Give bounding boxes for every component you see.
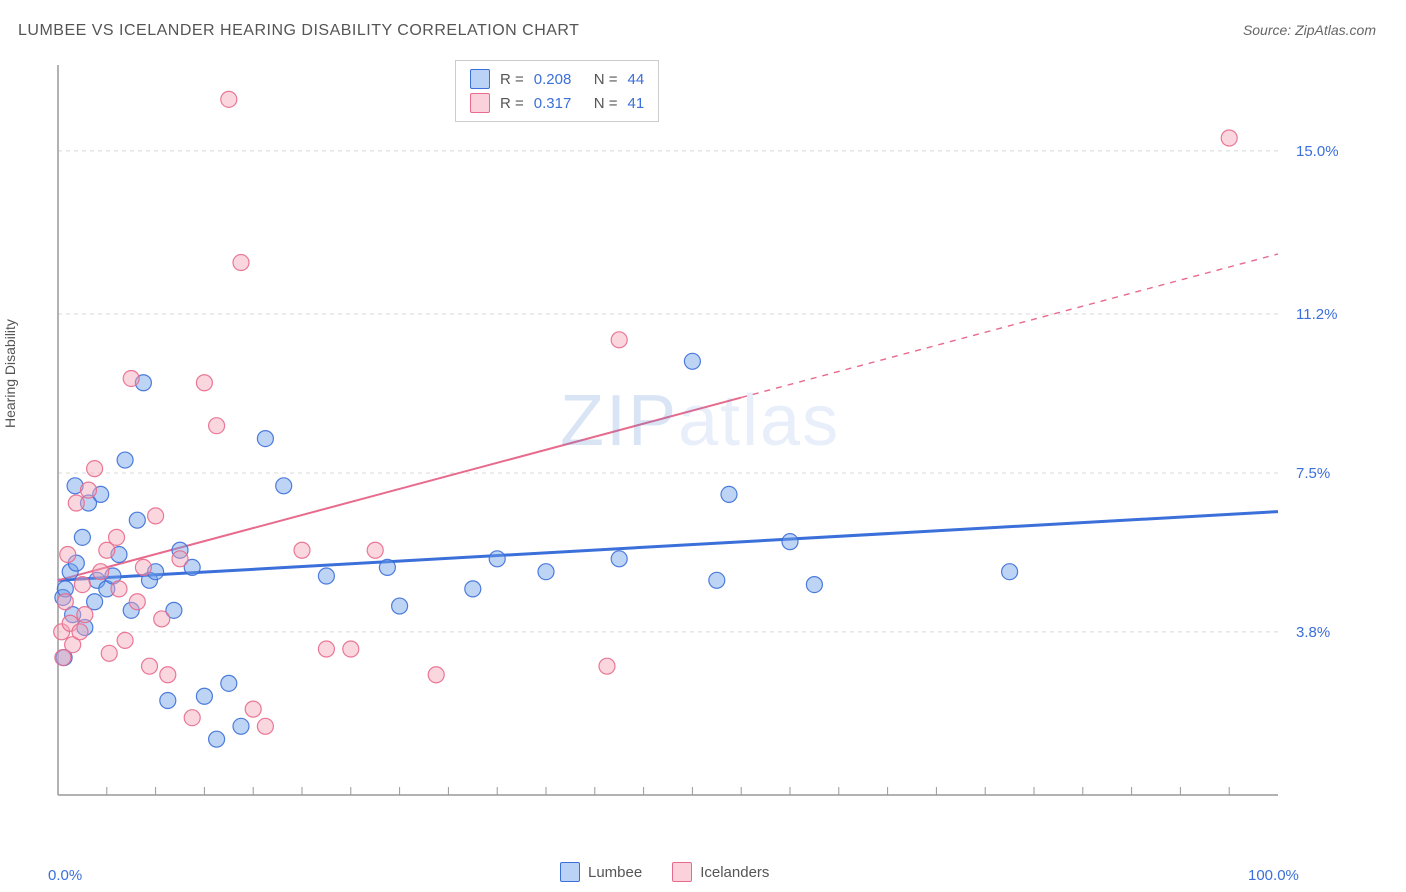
source-attribution: Source: ZipAtlas.com <box>1243 22 1376 38</box>
y-axis-label: Hearing Disability <box>2 319 18 428</box>
svg-text:11.2%: 11.2% <box>1296 306 1337 323</box>
legend-row: R =0.208N =44 <box>470 67 644 91</box>
x-axis-max-label: 100.0% <box>1248 867 1299 884</box>
legend-item: Lumbee <box>560 862 642 882</box>
legend-swatch <box>470 69 490 89</box>
legend-correlation: R =0.208N =44R =0.317N =41 <box>455 60 659 122</box>
x-axis-min-label: 0.0% <box>48 867 82 884</box>
svg-text:15.0%: 15.0% <box>1296 143 1339 160</box>
chart-title: LUMBEE VS ICELANDER HEARING DISABILITY C… <box>18 22 579 40</box>
legend-swatch <box>470 93 490 113</box>
legend-item: Icelanders <box>672 862 769 882</box>
legend-row: R =0.317N =41 <box>470 91 644 115</box>
legend-swatch <box>672 862 692 882</box>
svg-text:3.8%: 3.8% <box>1296 624 1330 641</box>
legend-swatch <box>560 862 580 882</box>
svg-text:7.5%: 7.5% <box>1296 465 1330 482</box>
legend-series: Lumbee Icelanders <box>560 862 769 882</box>
source-prefix: Source: <box>1243 22 1295 38</box>
scatter-plot: 3.8% 7.5% 11.2% 15.0% <box>48 55 1358 835</box>
source-name: ZipAtlas.com <box>1295 22 1376 38</box>
